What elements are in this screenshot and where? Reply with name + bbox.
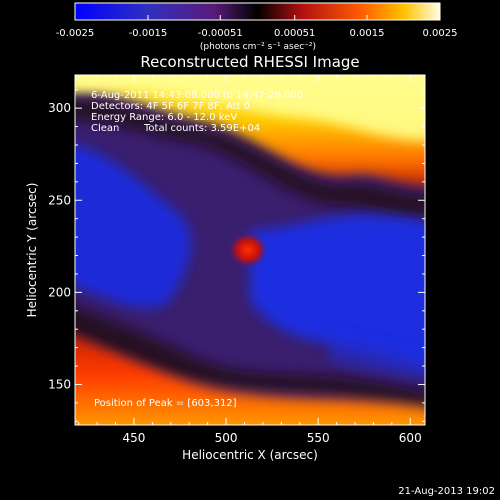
heatmap-image [75,75,425,425]
colorbar-tick-label: 0.0015 [350,28,385,39]
plot-frame [74,74,426,426]
y-tick-label: 300 [48,101,71,115]
x-tick-label: 600 [399,431,422,445]
colorbar-tick-label: -0.0015 [129,28,168,39]
colorbar-tick-label: -0.00051 [198,28,243,39]
annotation-total-counts: Total counts: 3.59E+04 [143,123,260,134]
axis-ticks [75,75,425,425]
x-tick-labels: 450 500 550 600 [122,431,421,445]
colorbar-tick-label: 0.00051 [274,28,315,39]
x-tick-label: 450 [122,431,145,445]
colorbar-ticks [74,15,441,20]
annotation-peak-position: Position of Peak = [603,312] [94,398,237,409]
x-tick-label: 550 [307,431,330,445]
annotation-time-range: 6-Aug-2011 14:43:08.000 to 14:47:28.000 [91,90,303,101]
x-tick-label: 500 [215,431,238,445]
y-tick-label: 250 [48,193,71,207]
colorbar-tick-label: -0.0025 [56,28,95,39]
colorbar [74,2,441,21]
y-tick-label: 200 [48,285,71,299]
footer-timestamp: 21-Aug-2013 19:02 [398,486,495,497]
annotation-detectors: Detectors: 4F 5F 6F 7F 8F, Att 0 [91,101,250,112]
x-axis-label: Heliocentric X (arcsec) [182,448,318,462]
annotation-energy-range: Energy Range: 6.0 - 12.0 keV [91,112,237,123]
colorbar-tick-label: 0.0025 [423,28,458,39]
annotation-method: Clean [91,123,119,134]
chart-title: Reconstructed RHESSI Image [140,53,359,71]
y-axis-label: Heliocentric Y (arcsec) [25,183,39,318]
y-tick-labels: 150 200 250 300 [48,101,71,391]
colorbar-units: (photons cm⁻² s⁻¹ asec⁻²) [200,42,316,52]
y-tick-label: 150 [48,377,71,391]
